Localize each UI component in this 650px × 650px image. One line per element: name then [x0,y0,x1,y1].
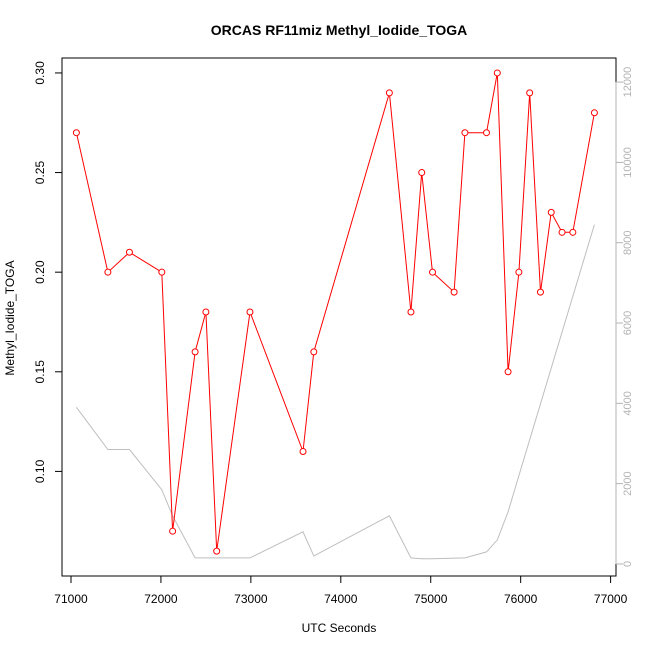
x-tick-label: 71000 [54,592,88,606]
chart-title: ORCAS RF11miz Methyl_Iodide_TOGA [211,22,467,38]
data-point [169,527,177,535]
data-point [72,129,80,137]
data-point [569,228,577,236]
y2-tick-label: 6000 [622,311,634,335]
y-tick-label: 0.15 [33,360,47,384]
data-point [310,348,318,356]
x-tick-label: 72000 [144,592,178,606]
y-axis-left: 0.10 0.15 0.20 0.25 0.30 [33,61,63,483]
data-point [125,248,133,256]
y-tick-label: 0.25 [33,161,47,185]
data-point [558,228,566,236]
data-point [202,308,210,316]
data-point [590,109,598,117]
data-point [461,129,469,137]
y2-tick-label: 4000 [622,391,634,415]
data-point [526,89,534,97]
data-point [547,208,555,216]
data-point [429,268,437,276]
series-layer [72,69,598,560]
x-tick-label: 77000 [594,592,628,606]
data-point [104,268,112,276]
y-axis-right: 0 2000 4000 6000 8000 10000 12000 [615,67,634,567]
data-point [536,288,544,296]
x-axis-label: UTC Seconds [302,621,377,635]
data-point [493,69,501,77]
x-axis: 71000 72000 73000 74000 75000 76000 77000 [54,575,628,606]
data-point [418,169,426,177]
data-point [407,308,415,316]
data-point [158,268,166,276]
y2-tick-label: 10000 [622,147,634,178]
y2-tick-label: 8000 [622,230,634,254]
x-tick-label: 74000 [324,592,358,606]
y2-tick-label: 0 [622,561,634,567]
data-point [385,89,393,97]
secondary-series-line [75,224,595,560]
data-point [482,129,490,137]
x-tick-label: 73000 [234,592,268,606]
y2-tick-label: 12000 [622,67,634,98]
y2-tick-label: 2000 [622,471,634,495]
data-point [191,348,199,356]
x-tick-label: 76000 [504,592,538,606]
y-axis-label: Methyl_Iodide_TOGA [3,260,17,375]
data-point [450,288,458,296]
y-tick-label: 0.30 [33,61,47,85]
data-point [213,547,221,555]
y-tick-label: 0.20 [33,260,47,284]
data-point [515,268,523,276]
y-tick-label: 0.10 [33,459,47,483]
data-point [246,308,254,316]
data-point [504,368,512,376]
data-point [299,447,307,455]
x-tick-label: 75000 [414,592,448,606]
